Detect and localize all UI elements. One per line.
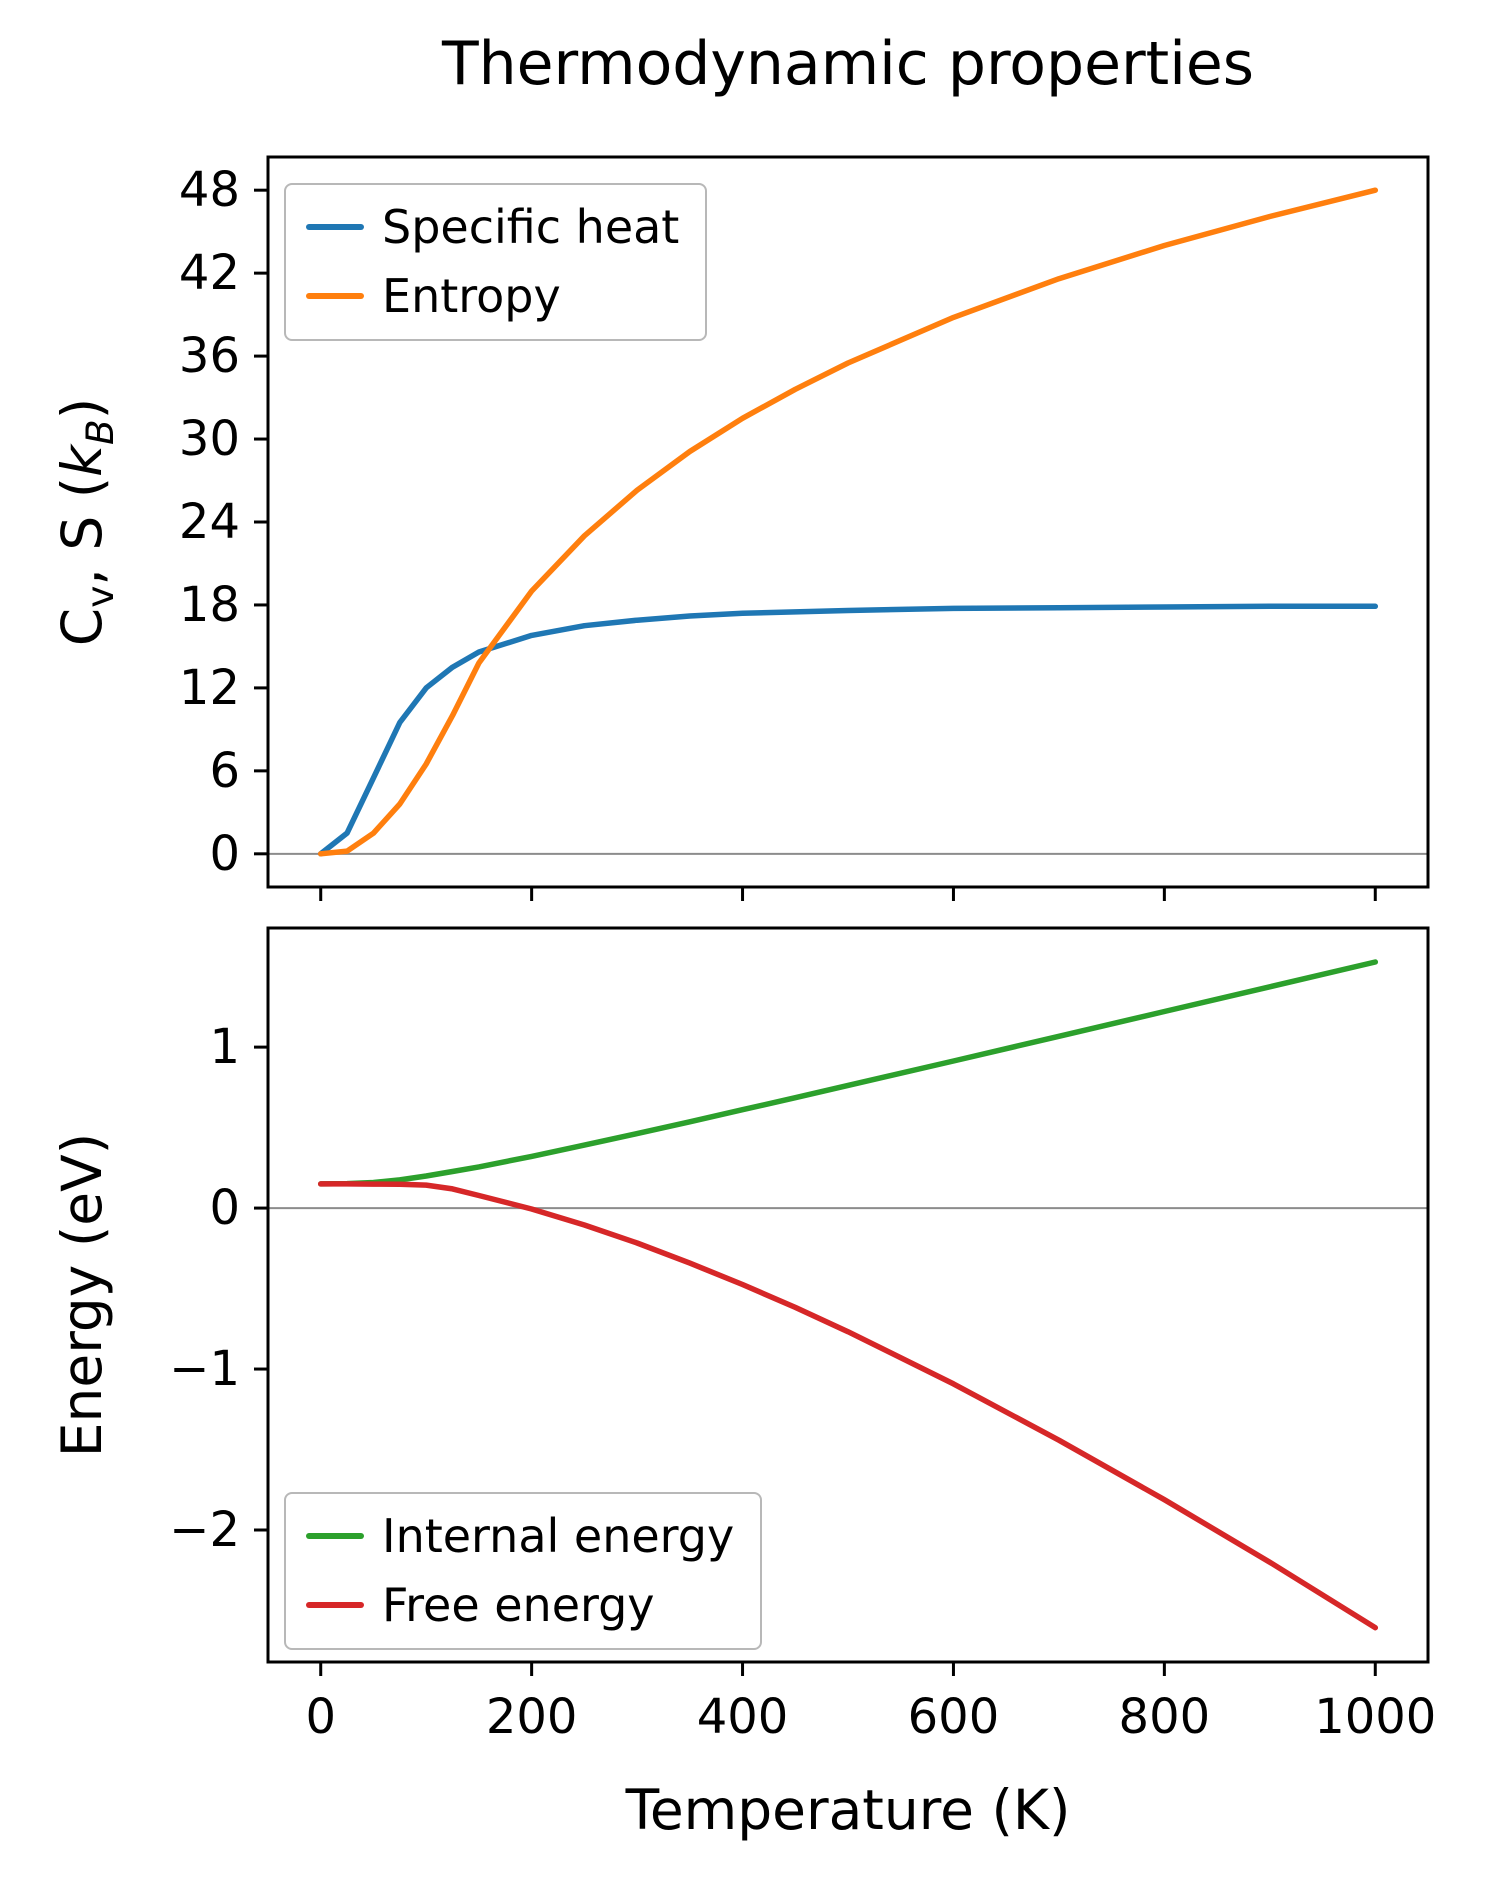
ylabel-segment: ) bbox=[50, 397, 114, 420]
x-tick-label: 800 bbox=[1119, 1689, 1211, 1745]
legend-label-free-energy: Free energy bbox=[382, 1577, 655, 1632]
x-tick-label: 600 bbox=[908, 1689, 1000, 1745]
legend-line-sample-free-energy bbox=[306, 1602, 364, 1609]
y-tick-label: 1 bbox=[209, 1019, 240, 1075]
legend-label-specific-heat: Specific heat bbox=[382, 200, 680, 254]
x-tick-label: 400 bbox=[697, 1689, 789, 1745]
line-internal-energy bbox=[317, 959, 1379, 1187]
line-specific-heat bbox=[317, 603, 1379, 857]
y-tick-label: −2 bbox=[169, 1502, 240, 1558]
x-tick-label: 200 bbox=[486, 1689, 578, 1745]
legend-line-sample-internal-energy bbox=[306, 1533, 364, 1540]
legend-label-entropy: Entropy bbox=[382, 268, 561, 323]
legend-line-sample-entropy bbox=[306, 293, 364, 300]
legend-entry-free-energy: Free energy bbox=[306, 1577, 734, 1632]
legend-line-sample-specific-heat bbox=[306, 224, 364, 231]
bottom-y-axis-label: Energy (eV) bbox=[50, 1132, 114, 1458]
x-tick-label: 0 bbox=[305, 1689, 336, 1745]
y-tick-label: 42 bbox=[179, 245, 240, 301]
chart-title: Thermodynamic properties bbox=[441, 29, 1255, 99]
ylabel-segment: k bbox=[50, 444, 114, 477]
top-legend: Specific heat Entropy bbox=[284, 183, 708, 341]
legend-entry-entropy: Entropy bbox=[306, 268, 679, 323]
y-tick-label: 36 bbox=[179, 328, 240, 384]
y-tick-label: 12 bbox=[179, 660, 240, 716]
y-tick-label: 0 bbox=[209, 1180, 240, 1236]
y-tick-label: 48 bbox=[179, 162, 240, 218]
y-tick-label: 30 bbox=[179, 411, 240, 467]
plot-frame bbox=[266, 155, 1430, 889]
bottom-legend: Internal energy Free energy bbox=[284, 1492, 763, 1650]
y-tick-label: 18 bbox=[179, 577, 240, 633]
y-tick-label: 24 bbox=[179, 494, 240, 550]
x-axis-label: Temperature (K) bbox=[625, 1778, 1071, 1842]
ylabel-segment: B bbox=[77, 419, 122, 445]
y-tick-label: −1 bbox=[169, 1341, 240, 1397]
line-entropy bbox=[317, 187, 1379, 857]
ylabel-segment: v bbox=[77, 585, 122, 608]
top-y-axis-label: Cv, S (kB) bbox=[50, 157, 122, 887]
ylabel-segment: , S ( bbox=[50, 476, 114, 586]
plot-frame bbox=[266, 926, 1430, 1664]
legend-entry-internal-energy: Internal energy bbox=[306, 1510, 734, 1563]
y-tick-label: 0 bbox=[209, 826, 240, 882]
line-free-energy bbox=[317, 1181, 1379, 1631]
y-tick-label: 6 bbox=[209, 743, 240, 799]
legend-label-internal-energy: Internal energy bbox=[382, 1509, 735, 1563]
legend-entry-specific-heat: Specific heat bbox=[306, 201, 679, 254]
ylabel-segment: C bbox=[50, 607, 114, 647]
x-tick-label: 1000 bbox=[1314, 1689, 1436, 1745]
